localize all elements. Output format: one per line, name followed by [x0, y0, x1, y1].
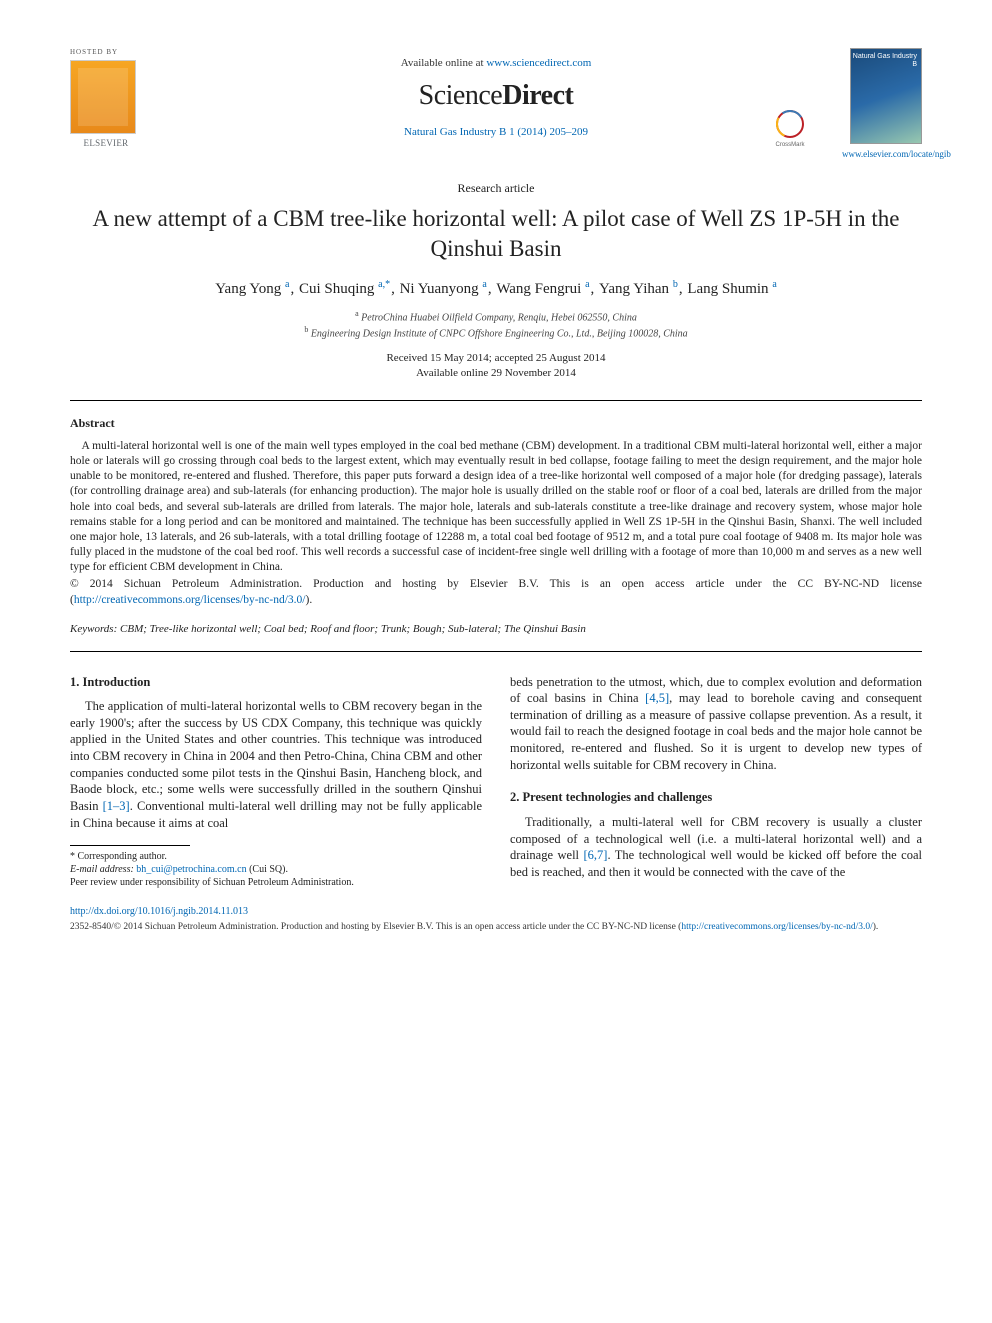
- available-online: Available online at www.sciencedirect.co…: [70, 56, 922, 71]
- elsevier-name: ELSEVIER: [70, 137, 142, 149]
- affil-mark: a: [355, 309, 359, 318]
- text-run: . Conventional multi-lateral well drilli…: [70, 799, 482, 830]
- affil-mark: b: [304, 325, 308, 334]
- right-column: beds penetration to the utmost, which, d…: [510, 674, 922, 890]
- online-date: Available online 29 November 2014: [70, 366, 922, 381]
- crossmark-icon[interactable]: CrossMark: [768, 106, 812, 150]
- svg-text:CrossMark: CrossMark: [775, 142, 805, 148]
- cover-title: Natural Gas Industry B: [851, 53, 917, 68]
- license-link[interactable]: http://creativecommons.org/licenses/by-n…: [74, 594, 306, 606]
- article-type: Research article: [70, 180, 922, 196]
- journal-cover-block: Natural Gas Industry B www.elsevier.com/…: [842, 48, 922, 160]
- author-list: Yang Yong a, Cui Shuqing a,*, Ni Yuanyon…: [70, 278, 922, 299]
- keywords-line: Keywords: CBM; Tree-like horizontal well…: [70, 622, 922, 637]
- author-affil-mark[interactable]: a: [585, 279, 589, 290]
- left-column: 1. Introduction The application of multi…: [70, 674, 482, 890]
- sd-logo-direct: Direct: [502, 80, 573, 111]
- doi-url[interactable]: http://dx.doi.org/10.1016/j.ngib.2014.11…: [70, 906, 248, 917]
- available-prefix: Available online at: [401, 57, 487, 69]
- paragraph: beds penetration to the utmost, which, d…: [510, 674, 922, 774]
- copyright-line: © 2014 Sichuan Petroleum Administration.…: [70, 577, 922, 607]
- rule-bottom: [70, 651, 922, 652]
- affiliation: b Engineering Design Institute of CNPC O…: [70, 325, 922, 341]
- author-name: Yang Yihan: [599, 281, 669, 297]
- author-name: Lang Shumin: [687, 281, 768, 297]
- corresponding-author-note: * Corresponding author.: [70, 850, 482, 863]
- author-affil-mark[interactable]: a: [285, 279, 289, 290]
- author-affil-mark[interactable]: a: [482, 279, 486, 290]
- section-heading: 1. Introduction: [70, 674, 482, 691]
- abstract-body: A multi-lateral horizontal well is one o…: [70, 439, 922, 576]
- body-columns: 1. Introduction The application of multi…: [70, 674, 922, 890]
- rule-top: [70, 400, 922, 401]
- issn-suffix: ).: [873, 922, 879, 932]
- received-accepted-date: Received 15 May 2014; accepted 25 August…: [70, 351, 922, 366]
- email-label: E-mail address:: [70, 864, 136, 875]
- author-affil-mark[interactable]: a: [772, 279, 776, 290]
- paragraph: Traditionally, a multi-lateral well for …: [510, 814, 922, 881]
- peer-review-note: Peer review under responsibility of Sich…: [70, 876, 482, 889]
- article-title: A new attempt of a CBM tree-like horizon…: [80, 204, 912, 264]
- affiliation-list: a PetroChina Huabei Oilfield Company, Re…: [70, 309, 922, 341]
- footnote-rule: [70, 845, 190, 846]
- issn-copyright-line: 2352-8540/© 2014 Sichuan Petroleum Admin…: [70, 921, 922, 933]
- sd-logo-sci: Science: [419, 80, 503, 111]
- author: Cui Shuqing a,*: [299, 281, 390, 297]
- section-heading: 2. Present technologies and challenges: [510, 789, 922, 806]
- author: Ni Yuanyong a: [400, 281, 487, 297]
- doi-link[interactable]: http://dx.doi.org/10.1016/j.ngib.2014.11…: [70, 905, 922, 919]
- issn-prefix: 2352-8540/© 2014 Sichuan Petroleum Admin…: [70, 922, 681, 932]
- header-row: HOSTED BY ELSEVIER Available online at w…: [70, 48, 922, 168]
- email-line: E-mail address: bh_cui@petrochina.com.cn…: [70, 863, 482, 876]
- citation-link[interactable]: [1–3]: [103, 799, 130, 813]
- hosted-by-label: HOSTED BY: [70, 48, 142, 57]
- paragraph: The application of multi-lateral horizon…: [70, 698, 482, 831]
- keywords-label: Keywords:: [70, 623, 117, 635]
- affil-text: Engineering Design Institute of CNPC Off…: [311, 328, 688, 339]
- keywords-text: CBM; Tree-like horizontal well; Coal bed…: [117, 623, 586, 635]
- affil-text: PetroChina Huabei Oilfield Company, Renq…: [361, 313, 637, 324]
- author: Lang Shumin a: [687, 281, 776, 297]
- hosted-by-block: HOSTED BY ELSEVIER: [70, 48, 142, 150]
- author-name: Ni Yuanyong: [400, 281, 479, 297]
- journal-homepage-link[interactable]: www.elsevier.com/locate/ngib: [842, 148, 922, 160]
- email-link[interactable]: bh_cui@petrochina.com.cn: [136, 864, 246, 875]
- author-name: Yang Yong: [215, 281, 281, 297]
- citation-link[interactable]: [6,7]: [583, 848, 607, 862]
- author: Yang Yong a: [215, 281, 289, 297]
- sciencedirect-link[interactable]: www.sciencedirect.com: [486, 57, 591, 69]
- article-dates: Received 15 May 2014; accepted 25 August…: [70, 351, 922, 382]
- elsevier-logo: [70, 60, 136, 134]
- citation-link[interactable]: [4,5]: [645, 691, 669, 705]
- author-name: Wang Fengrui: [496, 281, 581, 297]
- abstract-heading: Abstract: [70, 415, 922, 431]
- author: Wang Fengrui a: [496, 281, 589, 297]
- footnote-block: * Corresponding author. E-mail address: …: [70, 850, 482, 889]
- footer-license-link[interactable]: http://creativecommons.org/licenses/by-n…: [681, 922, 872, 932]
- author-affil-mark[interactable]: a,*: [378, 279, 390, 290]
- email-suffix: (Cui SQ).: [247, 864, 288, 875]
- affiliation: a PetroChina Huabei Oilfield Company, Re…: [70, 309, 922, 325]
- author-name: Cui Shuqing: [299, 281, 374, 297]
- journal-cover-image: Natural Gas Industry B: [850, 48, 922, 144]
- author-affil-mark[interactable]: b: [673, 279, 678, 290]
- copyright-suffix: ).: [306, 594, 313, 606]
- author: Yang Yihan b: [599, 281, 678, 297]
- text-run: The application of multi-lateral horizon…: [70, 699, 482, 813]
- abstract-block: Abstract A multi-lateral horizontal well…: [70, 415, 922, 608]
